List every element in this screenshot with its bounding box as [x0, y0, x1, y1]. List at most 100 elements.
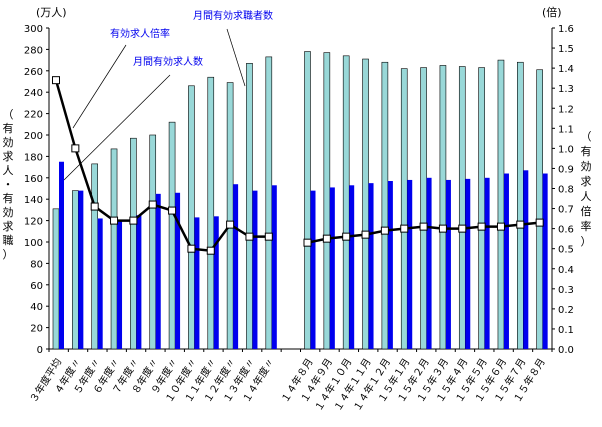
bar-seekers — [497, 59, 505, 350]
left-tick-label: 20 — [30, 324, 43, 335]
bar-seekers — [72, 190, 79, 350]
legend-label-seekers: 月間有効求職者数 — [193, 9, 273, 22]
right-axis-title-char: 効 — [581, 159, 592, 173]
left-axis-title-char: 人 — [3, 164, 14, 177]
right-tick-label: 0.0 — [558, 345, 574, 356]
ratio-point — [168, 206, 177, 215]
bar-seekers — [265, 56, 273, 350]
bar-seekers — [381, 61, 389, 350]
left-tick-label: 0 — [37, 345, 43, 356]
bar-seekers — [91, 163, 98, 350]
right-tick-label: 0.9 — [558, 164, 574, 175]
right-axis-title-char: ） — [581, 235, 592, 248]
left-tick-label: 300 — [24, 24, 43, 35]
left-axis-title-char: 効 — [3, 135, 14, 149]
bar-seekers — [246, 63, 253, 350]
leader-line-openings — [63, 74, 171, 181]
ratio-point — [400, 224, 409, 233]
ratio-point — [264, 232, 273, 241]
ratio-point — [90, 202, 99, 211]
ratio-point — [458, 224, 467, 233]
ratio-point — [361, 230, 370, 239]
ratio-point — [187, 244, 196, 253]
right-tick-label: 0.5 — [558, 245, 574, 256]
bar-seekers — [110, 148, 118, 350]
right-axis-title-char: 求 — [581, 175, 592, 188]
bar-openings — [59, 161, 64, 349]
ratio-point — [71, 144, 80, 153]
bar-seekers — [478, 67, 485, 350]
ratio-point — [477, 222, 486, 231]
bar-openings — [426, 177, 432, 349]
bar-seekers — [536, 69, 543, 350]
bar-seekers — [323, 52, 331, 350]
bar-openings — [465, 178, 471, 349]
ratio-point — [52, 76, 60, 85]
left-axis-title-char: 職 — [3, 234, 14, 247]
right-tick-label: 0.3 — [558, 285, 574, 296]
bar-openings — [194, 217, 200, 349]
bar-openings — [136, 215, 142, 349]
bar-seekers — [420, 67, 427, 350]
left-tick-label: 40 — [30, 302, 43, 313]
bar-openings — [271, 185, 277, 349]
ratio-point — [226, 220, 235, 229]
bar-seekers — [439, 65, 447, 350]
legend-label-openings: 月間有効求人数 — [133, 55, 203, 68]
left-axis-title-char: ・ — [3, 178, 14, 191]
ratio-point — [419, 222, 428, 231]
ratio-point — [129, 216, 138, 225]
ratio-point — [535, 218, 544, 227]
left-tick-label: 280 — [24, 45, 43, 56]
bar-openings — [78, 190, 84, 349]
bar-seekers — [304, 51, 311, 350]
right-unit-label: (倍) — [542, 5, 562, 19]
legend-label-ratio: 有効求人倍率 — [110, 27, 170, 40]
bar-openings — [252, 190, 258, 349]
right-tick-label: 0.2 — [558, 305, 574, 316]
right-tick-label: 0.7 — [558, 205, 574, 216]
bar-openings — [523, 170, 529, 349]
left-axis-title-char: 求 — [3, 220, 14, 233]
ratio-point — [206, 246, 215, 255]
left-tick-label: 100 — [24, 238, 43, 249]
left-axis-title-char: （ — [3, 108, 14, 121]
right-axis-title-char: 率 — [581, 219, 592, 233]
ratio-point — [380, 226, 389, 235]
right-tick-label: 0.1 — [558, 325, 574, 336]
left-tick-label: 180 — [24, 152, 43, 163]
left-axis-title-char: 効 — [3, 205, 14, 219]
bar-seekers — [130, 137, 137, 350]
bar-seekers — [168, 121, 176, 350]
bar-seekers — [52, 208, 60, 350]
right-tick-label: 0.8 — [558, 185, 574, 196]
bar-openings — [503, 173, 509, 349]
bar-openings — [445, 179, 451, 349]
left-tick-label: 120 — [24, 217, 43, 228]
bar-openings — [213, 216, 219, 349]
bar-openings — [407, 179, 413, 349]
right-tick-label: 1.0 — [558, 144, 574, 155]
bar-openings — [329, 187, 335, 349]
bar-openings — [97, 218, 103, 349]
right-tick-label: 1.1 — [558, 124, 574, 135]
bar-seekers — [517, 61, 524, 350]
right-tick-label: 1.2 — [558, 104, 574, 115]
left-tick-label: 140 — [24, 195, 43, 206]
ratio-point — [342, 232, 351, 241]
bar-seekers — [188, 85, 195, 350]
bar-openings — [233, 184, 239, 349]
ratio-point — [438, 224, 447, 233]
right-tick-label: 1.4 — [558, 64, 574, 75]
bar-openings — [387, 181, 393, 349]
leader-line-seekers — [226, 28, 246, 87]
bar-openings — [155, 193, 161, 349]
bar-seekers — [342, 55, 350, 350]
left-tick-label: 160 — [24, 174, 43, 185]
right-axis-title-char: 有 — [581, 144, 592, 158]
left-tick-label: 220 — [24, 110, 43, 121]
left-axis-title-char: 求 — [3, 150, 14, 163]
bar-seekers — [226, 82, 234, 350]
bar-openings — [542, 173, 548, 349]
